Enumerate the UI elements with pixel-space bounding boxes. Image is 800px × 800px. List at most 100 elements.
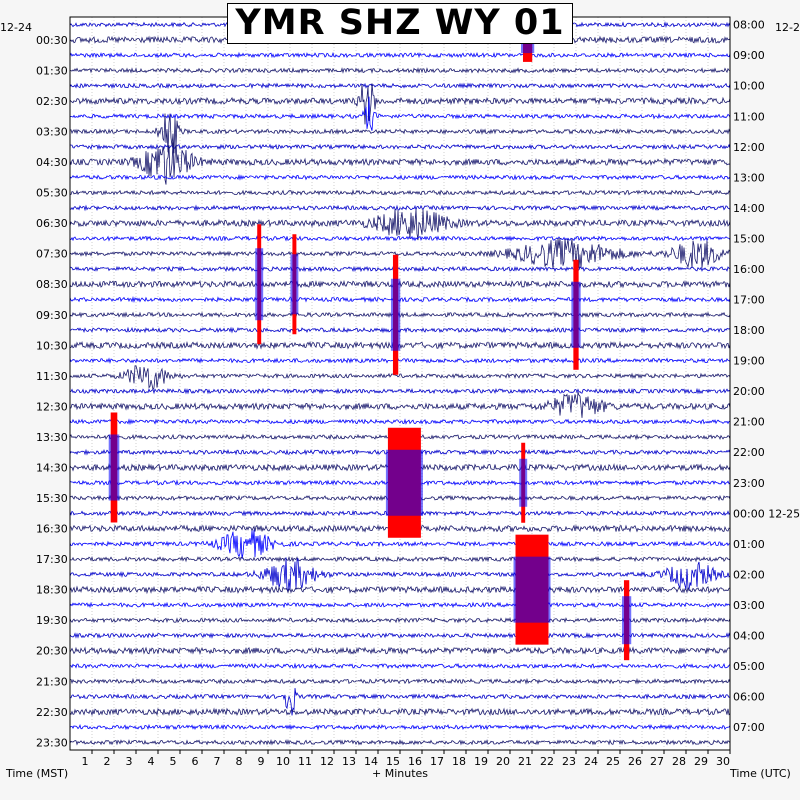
- y-tick-label-left: 23:30: [36, 736, 68, 749]
- x-tick-label: 9: [258, 755, 265, 768]
- y-tick-label-left: 09:30: [36, 309, 68, 322]
- y-tick-label-right: 03:00: [733, 599, 765, 612]
- seismic-trace: [69, 387, 731, 395]
- y-labels-left: 00:30 01:30 02:30 03:30 04:30 05:30 06:30 07:30…: [36, 34, 68, 749]
- x-tick-label: 15: [386, 755, 400, 768]
- y-tick-label-right: 02:00: [733, 568, 765, 581]
- y-tick-label-right: 23:00: [733, 477, 765, 490]
- seismic-trace: [69, 557, 731, 592]
- y-tick-label-right: 22:00: [733, 446, 765, 459]
- seismic-trace: [69, 392, 731, 418]
- y-tick-label-right: 07:00: [733, 721, 765, 734]
- y-labels-right: 08:00 09:00 10:00 11:00 12:00 13:00 14:00 15:00…: [733, 19, 800, 734]
- x-tick-label: 18: [452, 755, 466, 768]
- y-tick-label-right: 16:00: [733, 263, 765, 276]
- seismic-trace: [69, 365, 731, 391]
- x-tick-label: 24: [584, 755, 598, 768]
- seismic-trace: [69, 51, 731, 59]
- seismic-trace: [69, 632, 731, 639]
- x-axis-label: + Minutes: [372, 767, 428, 780]
- x-tick-label: 13: [342, 755, 356, 768]
- seismic-trace: [69, 143, 731, 151]
- y-tick-label-right: 15:00: [733, 232, 765, 245]
- y-tick-label-right: 06:00: [733, 691, 765, 704]
- x-tick-label: 30: [716, 755, 730, 768]
- seismic-trace: [69, 646, 731, 656]
- x-tick-label: 22: [540, 755, 554, 768]
- y-tick-label-left: 04:30: [36, 156, 68, 169]
- event-envelope: [290, 254, 299, 315]
- seismic-trace: [69, 82, 731, 90]
- y-tick-label-left: 19:30: [36, 614, 68, 627]
- x-tick-label: 11: [298, 755, 312, 768]
- event-envelope: [255, 248, 264, 321]
- seismic-trace: [69, 173, 731, 181]
- seismic-trace: [69, 235, 731, 242]
- y-tick-label-left: 14:30: [36, 461, 68, 474]
- y-tick-label-right: 17:00: [733, 294, 765, 307]
- date-right: 12-24: [775, 21, 800, 34]
- x-tick-label: 12: [320, 755, 334, 768]
- y-tick-label-right: 14:00: [733, 202, 765, 215]
- y-tick-label-right: 20:00: [733, 385, 765, 398]
- event-envelope: [519, 458, 528, 507]
- x-tick-label: 26: [628, 755, 642, 768]
- y-tick-label-left: 17:30: [36, 553, 68, 566]
- y-tick-label-right: 13:00: [733, 171, 765, 184]
- seismic-trace: [69, 141, 731, 185]
- seismic-trace: [69, 601, 731, 609]
- y-tick-label-left: 05:30: [36, 187, 68, 200]
- y-tick-label-left: 02:30: [36, 95, 68, 108]
- y-tick-label-left: 07:30: [36, 248, 68, 261]
- seismic-trace: [69, 616, 731, 624]
- x-tick-label: 17: [430, 755, 444, 768]
- y-tick-label-left: 06:30: [36, 217, 68, 230]
- y-tick-label-right: 18:00: [733, 324, 765, 337]
- event-envelope: [513, 556, 551, 623]
- y-tick-label-left: 00:30: [36, 34, 68, 47]
- seismic-trace: [69, 418, 731, 426]
- y-tick-label-left: 18:30: [36, 584, 68, 597]
- x-tick-label: 16: [408, 755, 422, 768]
- y-tick-label-right: 01:00: [733, 538, 765, 551]
- seismic-trace: [69, 677, 731, 685]
- seismic-trace: [69, 265, 730, 273]
- y-tick-label-right: 10:00: [733, 80, 765, 93]
- y-tick-label-left: 10:30: [36, 339, 68, 352]
- y-tick-label-right: 05:00: [733, 660, 765, 673]
- x-tick-label: 10: [276, 755, 290, 768]
- x-tick-label: 28: [672, 755, 686, 768]
- x-tick-label: 3: [126, 755, 133, 768]
- x-tick-label: 6: [192, 755, 199, 768]
- y-tick-label-right: 09:00: [733, 49, 765, 62]
- y-tick-label-left: 08:30: [36, 278, 68, 291]
- event-envelope: [571, 281, 581, 348]
- x-tick-label: 7: [214, 755, 221, 768]
- y-tick-label-left: 12:30: [36, 400, 68, 413]
- event-envelope: [390, 278, 401, 351]
- seismic-trace: [69, 688, 731, 716]
- x-tick-label: 21: [518, 755, 532, 768]
- seismic-trace: [69, 209, 731, 241]
- y-tick-label-left: 01:30: [36, 64, 68, 77]
- x-tick-label: 14: [364, 755, 378, 768]
- y-tick-label-right: 08:00: [733, 19, 765, 32]
- y-tick-label-right: 19:00: [733, 355, 765, 368]
- y-axis-label-right: Time (UTC): [729, 767, 791, 780]
- y-tick-label-left: 20:30: [36, 645, 68, 658]
- seismic-trace: [69, 585, 731, 595]
- seismic-trace: [69, 189, 731, 196]
- seismic-trace: [69, 83, 731, 125]
- y-tick-label-right: 04:00: [733, 629, 765, 642]
- y-tick-label-left: 13:30: [36, 431, 68, 444]
- x-tick-label: 20: [496, 755, 510, 768]
- y-tick-label-right: 12:00: [733, 141, 765, 154]
- seismic-trace: [69, 113, 731, 154]
- event-envelope: [385, 449, 423, 516]
- y-tick-label-right: 21:00: [733, 416, 765, 429]
- x-tick-label: 19: [474, 755, 488, 768]
- x-tick-label: 5: [170, 755, 177, 768]
- seismic-trace: [69, 738, 731, 746]
- seismic-trace: [69, 529, 731, 560]
